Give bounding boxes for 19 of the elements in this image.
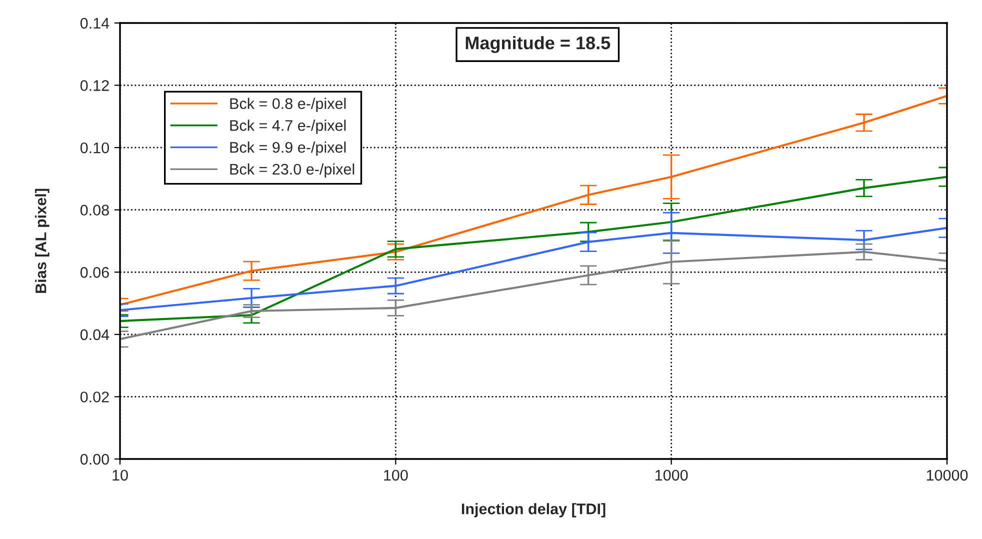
text: Magnitude = 18.5: [466, 36, 610, 53]
legend-label: Bck = 0.8 e-/pixel: [230, 98, 346, 112]
legend-label: Bck = 4.7 e-/pixel: [230, 120, 346, 134]
y-tick-label: 0.08: [80, 204, 109, 216]
y-tick-label: 0.10: [80, 142, 109, 154]
y-tick-label: 0.14: [80, 18, 110, 29]
legend-label: Bck = 23.0 e-/pixel: [230, 163, 354, 178]
x-tick-label: 1000: [656, 470, 688, 481]
legend-label: Bck = 9.9 e-/pixel: [230, 142, 346, 156]
y-tick-label: 0.06: [80, 267, 109, 278]
y-tick-label: 0.00: [80, 454, 109, 465]
y-tick-label: 0.12: [80, 80, 109, 91]
y-tick-label: 0.04: [80, 329, 110, 340]
x-axis-title: Injection delay [TDI]: [462, 503, 606, 518]
x-tick-label: 100: [384, 470, 408, 481]
y-tick-label: 0.02: [80, 392, 109, 402]
x-tick-label: 10000: [926, 470, 968, 481]
x-tick-label: 10: [112, 470, 128, 481]
y-axis-title: Bias [AL pixel]: [35, 188, 50, 293]
